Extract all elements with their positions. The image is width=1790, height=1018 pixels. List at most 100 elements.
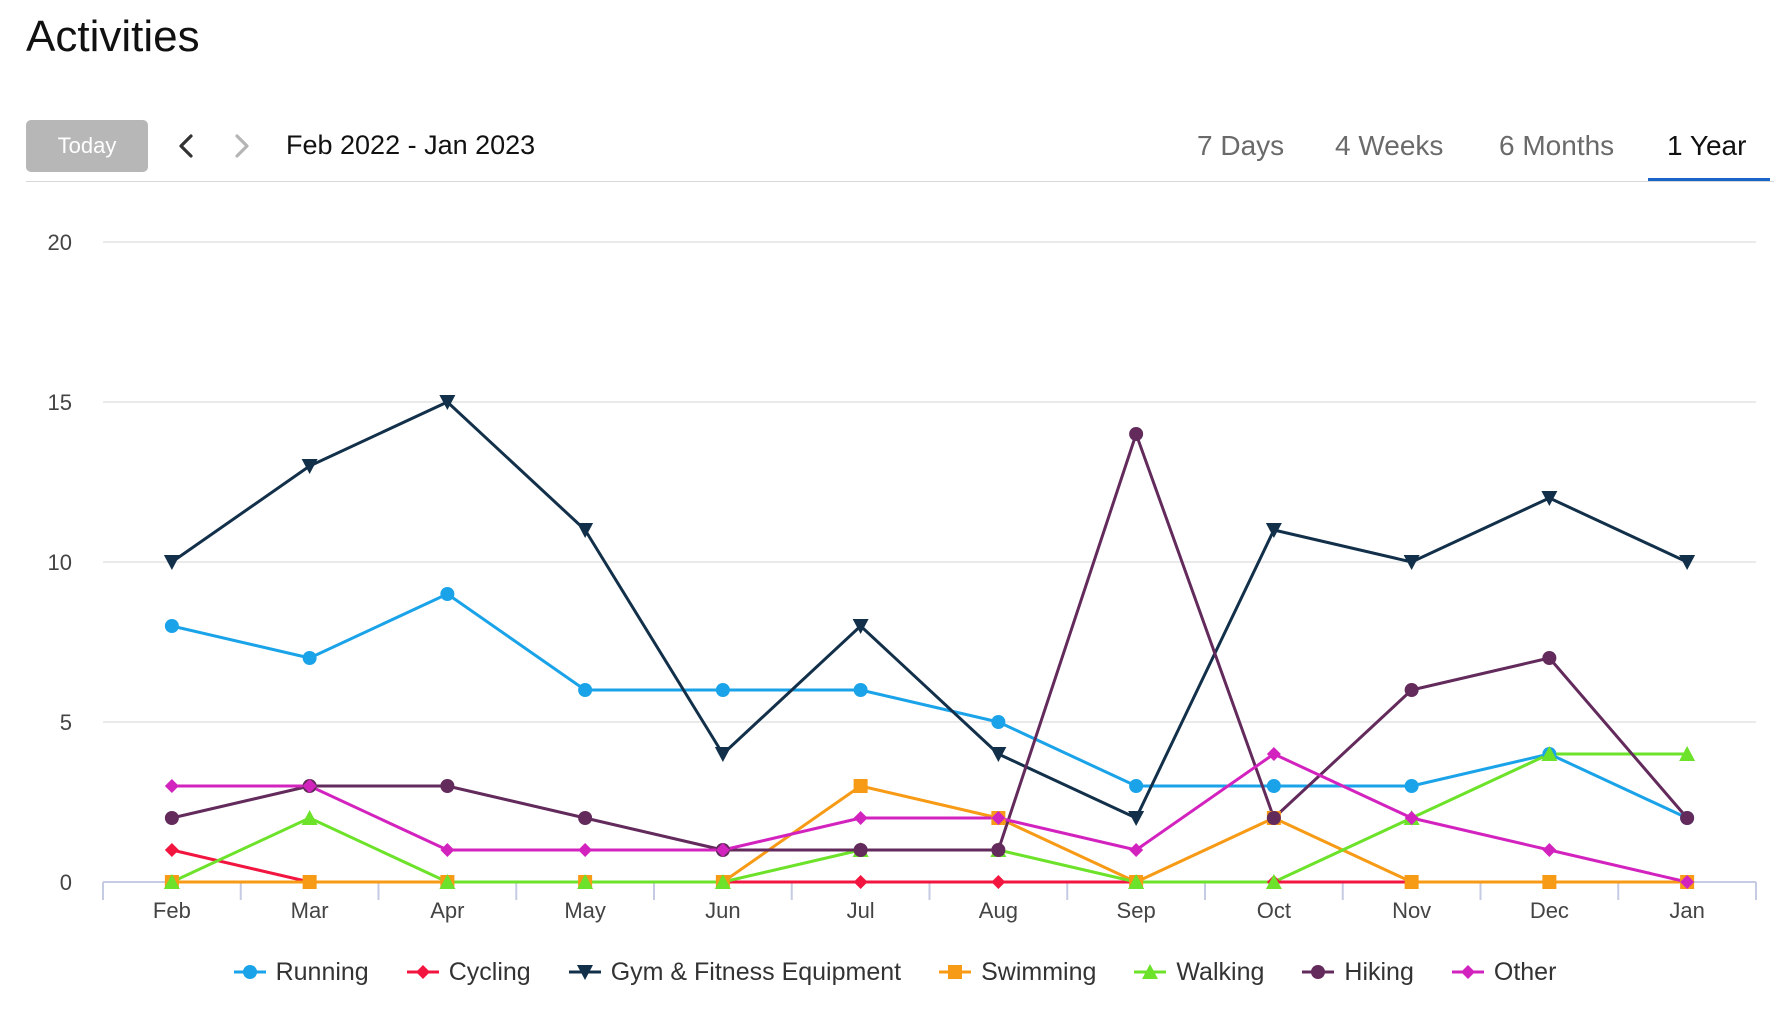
y-tick-label: 0 (60, 870, 72, 895)
data-point-walking (1265, 874, 1282, 889)
chart-legend: Running Cycling Gym & Fitness Equipment Swi… (0, 952, 1790, 992)
data-point-gym-fitness-equipment (301, 459, 318, 474)
data-point-gym-fitness-equipment (1265, 523, 1282, 538)
data-point-running (1404, 779, 1419, 793)
x-tick-label: Dec (1530, 898, 1569, 923)
data-point-gym-fitness-equipment (1128, 811, 1145, 826)
x-tick-label: Aug (979, 898, 1018, 923)
data-point-other (1680, 875, 1695, 889)
series-line-running (171, 592, 1688, 820)
legend-item-walking[interactable]: Walking (1134, 958, 1264, 987)
y-tick-label: 20 (48, 230, 72, 255)
x-tick-label: Jun (705, 898, 740, 923)
legend-label: Swimming (981, 957, 1097, 986)
legend-label: Hiking (1344, 957, 1414, 986)
x-tick-label: Jan (1669, 898, 1704, 923)
data-point-swimming (853, 779, 868, 793)
y-tick-label: 10 (48, 550, 72, 575)
data-point-gym-fitness-equipment (1403, 555, 1420, 570)
tab-4-weeks[interactable]: 4 Weeks (1335, 130, 1444, 161)
legend-symbol-running (233, 965, 266, 979)
toolbar: Today Feb 2022 - Jan 2023 7 Days 4 Weeks… (26, 120, 1774, 182)
data-point-running (991, 715, 1006, 729)
data-point-gym-fitness-equipment (439, 395, 456, 410)
data-point-gym-fitness-equipment (577, 523, 594, 538)
legend-item-other[interactable]: Other (1451, 957, 1557, 987)
legend-marker (242, 965, 257, 979)
y-tick-label: 5 (60, 710, 72, 735)
data-point-running (1266, 779, 1281, 793)
x-tick-label: May (564, 898, 606, 923)
data-point-other (164, 779, 179, 793)
date-range-label: Feb 2022 - Jan 2023 (286, 130, 536, 160)
data-point-other (1404, 811, 1419, 825)
page-title: Activities (26, 12, 200, 61)
legend-label: Gym & Fitness Equipment (610, 957, 902, 986)
legend-item-gym-fitness-equipment[interactable]: Gym & Fitness Equipment (568, 957, 902, 987)
tab-7-days[interactable]: 7 Days (1197, 130, 1285, 161)
data-point-gym-fitness-equipment (163, 555, 180, 570)
activities-line-chart: 0 5 10 15 20 Feb Mar Apr May Jun Jul Aug Sep Oct Nov De… (48, 230, 1757, 923)
data-point-running (302, 651, 317, 665)
data-point-gym-fitness-equipment (852, 619, 869, 634)
legend-item-running[interactable]: Running (233, 957, 369, 987)
data-point-running (853, 683, 868, 697)
x-tick-label: Mar (291, 898, 329, 923)
data-point-hiking (1542, 651, 1557, 665)
data-point-hiking (440, 779, 455, 793)
data-point-hiking (1404, 683, 1419, 697)
legend-label: Other (1493, 957, 1557, 986)
legend-marker (576, 965, 593, 980)
data-point-hiking (991, 843, 1006, 857)
tab-1-year[interactable]: 1 Year (1667, 130, 1747, 161)
data-point-walking (577, 874, 594, 889)
tab-6-months[interactable]: 6 Months (1499, 130, 1615, 161)
chevron-right-icon[interactable] (224, 126, 260, 166)
data-point-walking (301, 810, 318, 825)
today-button[interactable]: Today (26, 120, 148, 172)
x-tick-label: Apr (430, 898, 464, 923)
series-line-hiking (171, 432, 1689, 852)
series-line-cycling (171, 848, 1688, 884)
data-point-gym-fitness-equipment (990, 747, 1007, 762)
data-point-gym-fitness-equipment (714, 747, 731, 762)
legend-item-swimming[interactable]: Swimming (939, 958, 1096, 987)
x-tick-label: Nov (1392, 898, 1431, 923)
data-point-running (715, 683, 730, 697)
data-point-swimming (1542, 875, 1557, 889)
x-tick-label: Oct (1257, 898, 1291, 923)
data-point-other (578, 843, 593, 857)
legend-label: Walking (1176, 957, 1265, 986)
legend-label: Running (275, 957, 369, 986)
legend-symbol-other (1451, 965, 1484, 979)
x-tick-label: Feb (153, 898, 191, 923)
data-point-hiking (853, 843, 868, 857)
data-point-other (715, 843, 730, 857)
data-point-other (991, 811, 1006, 825)
data-point-walking (163, 874, 180, 889)
range-tabs: 7 Days 4 Weeks 6 Months 1 Year (26, 120, 1774, 182)
legend-marker (415, 965, 430, 979)
data-point-gym-fitness-equipment (1541, 491, 1558, 506)
legend-symbol-walking (1134, 964, 1167, 979)
legend-symbol-hiking (1302, 965, 1335, 979)
data-point-walking (1128, 874, 1145, 889)
legend-item-hiking[interactable]: Hiking (1302, 957, 1414, 987)
data-point-other (302, 779, 317, 793)
legend-symbol-swimming (939, 965, 972, 979)
data-point-swimming (302, 875, 317, 889)
data-point-hiking (1266, 811, 1281, 825)
legend-item-cycling[interactable]: Cycling (406, 958, 531, 987)
data-point-hiking (1129, 427, 1144, 441)
active-tab-indicator (1648, 178, 1770, 182)
data-point-other (1542, 843, 1557, 857)
y-tick-label: 15 (48, 390, 72, 415)
legend-marker (948, 965, 963, 979)
data-point-hiking (164, 811, 179, 825)
data-point-cycling (853, 875, 868, 889)
chevron-left-icon[interactable] (168, 126, 204, 166)
data-point-gym-fitness-equipment (1679, 555, 1696, 570)
data-point-cycling (991, 875, 1006, 889)
data-point-walking (714, 874, 731, 889)
data-point-other (853, 811, 868, 825)
